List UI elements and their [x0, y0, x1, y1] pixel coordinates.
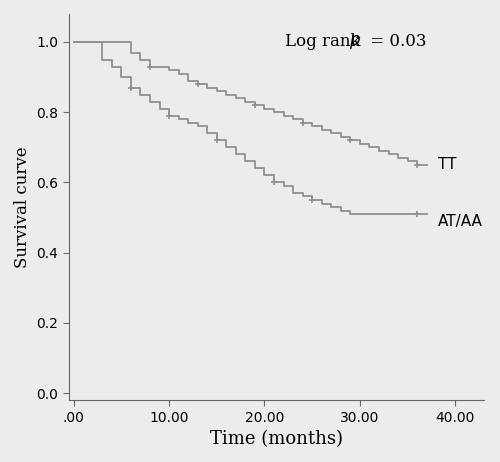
Text: TT: TT [438, 158, 456, 172]
Text: $p$: $p$ [349, 33, 361, 51]
X-axis label: Time (months): Time (months) [210, 430, 343, 448]
Text: = 0.03: = 0.03 [365, 33, 426, 50]
Text: Log rank: Log rank [284, 33, 366, 50]
Text: AT/AA: AT/AA [438, 213, 483, 229]
Y-axis label: Survival curve: Survival curve [14, 146, 31, 268]
